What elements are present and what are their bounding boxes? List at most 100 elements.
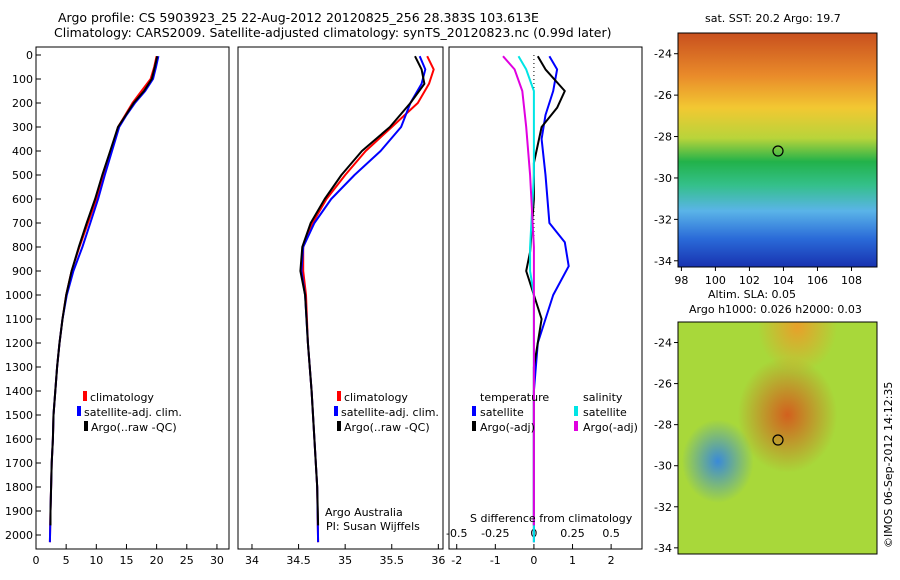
legend-label-satellite: satellite-adj. clim. (84, 406, 182, 419)
x2-tick-label: -0.25 (481, 527, 509, 540)
x-tick-label: 25 (180, 554, 194, 567)
x-tick-label: 35.5 (380, 554, 405, 567)
depth-tick-label: 100 (12, 73, 33, 86)
x-tick-label: 30 (210, 554, 224, 567)
legend-swatch-t-argo (472, 421, 476, 431)
depth-tick-label: 1000 (5, 289, 33, 302)
difference-panel (448, 46, 643, 550)
sla-map-frame (677, 321, 878, 555)
x-tick-label: 35 (338, 554, 352, 567)
depth-tick-label: 1300 (5, 361, 33, 374)
series-argo-line (299, 55, 426, 526)
legend-title-salinity: salinity (583, 391, 623, 404)
legend-label-climatology: climatology (344, 391, 408, 404)
sst-map-image (678, 33, 877, 267)
series-t_sat-line (532, 55, 570, 543)
sla-lat-label: -32 (654, 501, 672, 514)
depth-tick-label: 200 (12, 97, 33, 110)
x2-tick-label: -0.5 (446, 527, 467, 540)
sla-lat-label: -24 (654, 337, 672, 350)
depth-tick-label: 1700 (5, 457, 33, 470)
x-tick-label: 0 (33, 554, 40, 567)
sst-lat-label: -34 (654, 255, 672, 268)
x-tick-label: 5 (63, 554, 70, 567)
legend-label-argo: Argo(..raw -QC) (91, 421, 177, 434)
legend-label-t-satellite: satellite (480, 406, 524, 419)
sla-lat-label: -30 (654, 460, 672, 473)
sla-lat-label: -28 (654, 419, 672, 432)
x2-tick-label: 0.5 (602, 527, 620, 540)
axis-ticks: 0100200300400500600700800900100011001200… (5, 48, 862, 567)
depth-tick-label: 400 (12, 145, 33, 158)
legend-swatch-s-satellite (574, 406, 578, 416)
x-tick-label: -1 (490, 554, 501, 567)
x-tick-label: 1 (569, 554, 576, 567)
legend-swatch-argo (84, 421, 88, 431)
legend-swatch-t-satellite (472, 406, 476, 416)
legend-label-t-argo: Argo(-adj) (480, 421, 535, 434)
sla-map-anomaly-3 (678, 322, 877, 554)
x-tick-label: 34.5 (286, 554, 311, 567)
sla-map-title-2: Argo h1000: 0.026 h2000: 0.03 (689, 303, 862, 316)
depth-tick-label: 500 (12, 169, 33, 182)
depth-tick-label: 1200 (5, 337, 33, 350)
sla-argo-marker (772, 434, 784, 446)
depth-tick-label: 1800 (5, 481, 33, 494)
sst-lat-label: -24 (654, 48, 672, 61)
depth-tick-label: 1500 (5, 409, 33, 422)
legend-label-argo: Argo(..raw -QC) (344, 421, 430, 434)
salinity-legend: climatology satellite-adj. clim. Argo(..… (334, 391, 439, 434)
series-argo-line (49, 55, 159, 526)
legend-swatch-satellite (77, 406, 81, 416)
sst-lat-label: -28 (654, 131, 672, 144)
legend-swatch-s-argo (574, 421, 578, 431)
x-tick-label: 0 (530, 554, 537, 567)
sst-lon-label: 98 (674, 274, 688, 287)
depth-tick-label: 1900 (5, 505, 33, 518)
series-climatology-line (302, 55, 435, 543)
sst-lat-label: -30 (654, 172, 672, 185)
difference-xlabel: S difference from climatology (470, 512, 633, 525)
header-line-1: Argo profile: CS 5903923_25 22-Aug-2012 … (58, 10, 539, 25)
legend-label-s-satellite: satellite (583, 406, 627, 419)
sla-map-title-1: Altim. SLA: 0.05 (708, 288, 796, 301)
series-satellite-line (300, 55, 427, 543)
depth-tick-label: 700 (12, 217, 33, 230)
x-tick-label: 20 (150, 554, 164, 567)
sla-lat-label: -26 (654, 378, 672, 391)
legend-label-climatology: climatology (90, 391, 154, 404)
sla-lat-label: -34 (654, 542, 672, 555)
depth-tick-label: 1400 (5, 385, 33, 398)
series-t_argo-line (525, 55, 566, 526)
salinity-panel (237, 46, 444, 550)
sst-lat-label: -26 (654, 89, 672, 102)
sst-argo-marker (772, 145, 784, 157)
sst-lon-label: 104 (773, 274, 794, 287)
depth-tick-label: 2000 (5, 529, 33, 542)
temperature-legend: climatology satellite-adj. clim. Argo(..… (77, 391, 182, 434)
difference-legend: temperature satellite Argo(-adj) salinit… (472, 391, 638, 434)
header-line-2: Climatology: CARS2009. Satellite-adjuste… (54, 25, 612, 40)
credit-text: ©IMOS 06-Sep-2012 14:12:35 (882, 382, 895, 548)
sst-map-frame (677, 32, 878, 268)
profile-lines (48, 55, 570, 543)
x-tick-label: 36 (431, 554, 445, 567)
legend-swatch-climatology (83, 391, 87, 401)
legend-label-satellite: satellite-adj. clim. (341, 406, 439, 419)
sst-lat-label: -32 (654, 213, 672, 226)
legend-swatch-argo (337, 421, 341, 431)
x-tick-label: 34 (245, 554, 259, 567)
sst-lon-label: 100 (705, 274, 726, 287)
depth-tick-label: 1100 (5, 313, 33, 326)
x-tick-label: 15 (119, 554, 133, 567)
x-tick-label: 10 (89, 554, 103, 567)
sst-map-title: sat. SST: 20.2 Argo: 19.7 (705, 12, 841, 25)
depth-tick-label: 600 (12, 193, 33, 206)
series-s_argo-line (502, 55, 535, 526)
legend-swatch-satellite (334, 406, 338, 416)
depth-tick-label: 1600 (5, 433, 33, 446)
temperature-panel (35, 46, 230, 550)
depth-tick-label: 300 (12, 121, 33, 134)
sst-lon-label: 108 (841, 274, 862, 287)
x-tick-label: -2 (451, 554, 462, 567)
